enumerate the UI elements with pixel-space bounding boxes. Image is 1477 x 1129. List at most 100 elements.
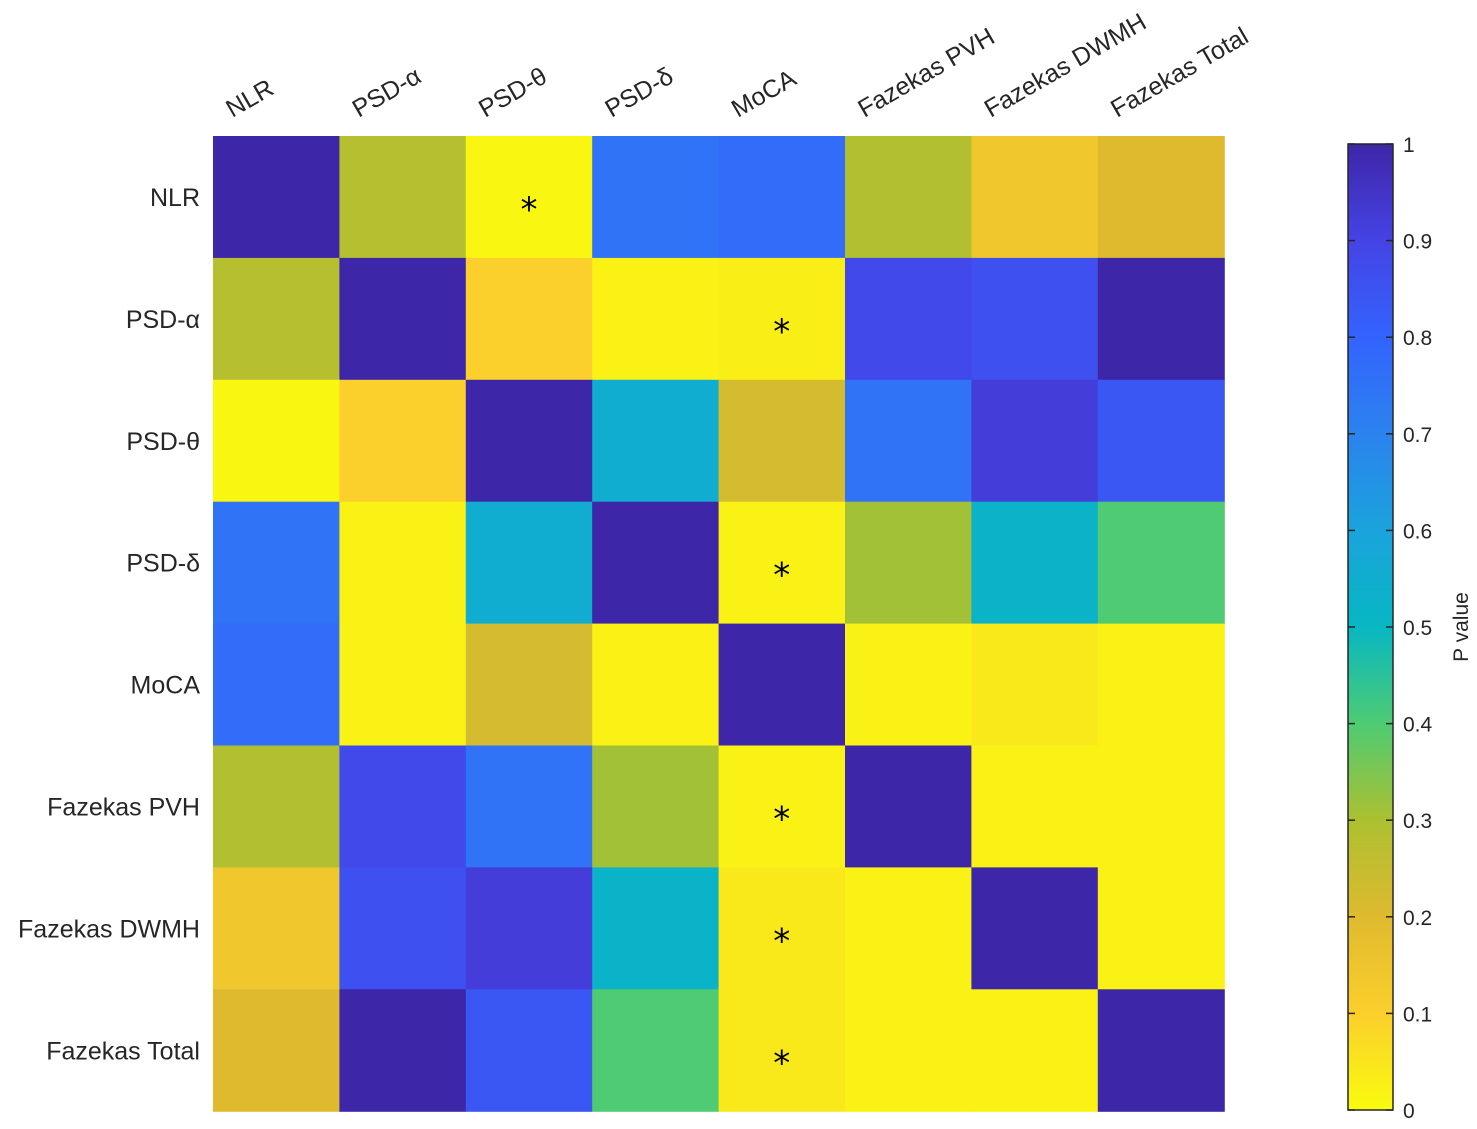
heatmap-cell-r7-c6 — [971, 989, 1099, 1112]
heatmap-cell-r3-c6 — [971, 501, 1099, 625]
significance-mark: * — [773, 1043, 790, 1083]
colorbar-tick-label: 0.6 — [1403, 520, 1432, 543]
heatmap-cell-r4-c2 — [465, 623, 593, 747]
x-tick-labels: NLR PSD-α PSD-θ PSD-δ MoCA Fazekas PVHFazekas… — [221, 8, 1253, 123]
y-tick-label: NLR — [150, 184, 200, 212]
heatmap-cell-r2-c3 — [592, 379, 720, 503]
heatmap-cell-r6-c1 — [339, 867, 467, 990]
colorbar: 0 0.1 0.2 0.3 0.4 0.5 0.6 0.7 0.8 0.9 1 P value — [1347, 134, 1473, 1123]
heatmap-cell-r5-c6 — [971, 745, 1099, 868]
y-tick-label: PSD-α — [126, 306, 200, 334]
heatmap-cell-r0-c7 — [1097, 136, 1225, 259]
heatmap-cell-r2-c0 — [213, 379, 340, 503]
y-tick-labels: NLR PSD-α PSD-θ PSD-δ MoCA Fazekas PVH Fazekas… — [18, 184, 200, 1065]
colorbar-gradient — [1347, 143, 1394, 1111]
heatmap-cell-r1-c4 — [718, 257, 846, 381]
heatmap-cell-r6-c2 — [465, 867, 593, 990]
heatmap-cell-r0-c0 — [213, 136, 340, 259]
heatmap-cell-r3-c4 — [718, 501, 846, 625]
heatmap-cell-r0-c1 — [339, 136, 467, 259]
colorbar-tick-label: 0.3 — [1403, 810, 1432, 833]
significance-mark: * — [773, 799, 790, 839]
heatmap-cell-r6-c6 — [971, 867, 1099, 990]
heatmap-cell-r3-c5 — [845, 501, 972, 625]
heatmap-cell-r6-c7 — [1097, 867, 1225, 990]
heatmap-cell-r0-c6 — [971, 136, 1099, 259]
heatmap-cell-r4-c3 — [592, 623, 720, 747]
heatmap-cell-r7-c1 — [339, 989, 467, 1112]
x-tick-label: PSD-α — [348, 62, 426, 123]
heatmap-cell-r5-c4 — [718, 745, 846, 868]
heatmap-cell-r7-c4 — [718, 989, 846, 1112]
heatmap-cell-r7-c7 — [1097, 989, 1225, 1112]
heatmap-cell-r3-c2 — [465, 501, 593, 625]
heatmap-cell-r1-c7 — [1097, 257, 1225, 381]
y-tick-label: PSD-θ — [126, 428, 200, 456]
heatmap-cell-r5-c5 — [845, 745, 972, 868]
heatmap-cell-r4-c6 — [971, 623, 1099, 747]
heatmap-cell-r5-c0 — [213, 745, 340, 868]
heatmap-cell-r2-c1 — [339, 379, 467, 503]
heatmap-cell-r1-c1 — [339, 257, 467, 381]
colorbar-tick-label: 0.4 — [1403, 714, 1433, 737]
heatmap-cell-r1-c0 — [213, 257, 340, 381]
heatmap-cell-r6-c4 — [718, 867, 846, 990]
heatmap-cell-r0-c5 — [845, 136, 972, 259]
colorbar-ticks: 0 0.1 0.2 0.3 0.4 0.5 0.6 0.7 0.8 0.9 1 — [1348, 134, 1433, 1123]
heatmap-cell-r4-c1 — [339, 623, 467, 747]
colorbar-tick-label: 0.9 — [1403, 231, 1432, 254]
heatmap-cell-r5-c1 — [339, 745, 467, 868]
significance-marks: * * * * * * — [521, 190, 791, 1083]
colorbar-tick-label: 0.8 — [1403, 327, 1432, 350]
heatmap-cell-r5-c7 — [1097, 745, 1225, 868]
colorbar-tick-label: 0.1 — [1403, 1003, 1432, 1026]
colorbar-label: P value — [1450, 592, 1473, 662]
heatmap-cell-r7-c2 — [465, 989, 593, 1112]
heatmap-cell-r4-c4 — [718, 623, 846, 747]
heatmap-cell-r2-c6 — [971, 379, 1099, 503]
y-tick-label: Fazekas PVH — [47, 793, 200, 821]
x-tick-label: PSD-δ — [600, 62, 678, 123]
heatmap-cell-r3-c7 — [1097, 501, 1225, 625]
x-tick-label: MoCA — [727, 64, 801, 123]
heatmap-cell-r6-c3 — [592, 867, 720, 990]
heatmap-cell-r3-c1 — [339, 501, 467, 625]
heatmap-cell-r2-c5 — [845, 379, 972, 503]
heatmap-cell-r1-c6 — [971, 257, 1099, 381]
colorbar-tick-label: 0.2 — [1403, 907, 1432, 930]
significance-mark: * — [521, 190, 538, 230]
heatmap-cell-r2-c2 — [465, 379, 593, 503]
colorbar-tick-label: 0 — [1403, 1100, 1415, 1123]
heatmap-cell-r3-c3 — [592, 501, 720, 625]
heatmap-cell-r0-c3 — [592, 136, 720, 259]
significance-mark: * — [773, 921, 790, 961]
x-tick-label: NLR — [221, 74, 278, 123]
y-tick-label: Fazekas DWMH — [18, 915, 200, 943]
colorbar-tick-label: 1 — [1403, 134, 1415, 157]
heatmap-cell-r2-c4 — [718, 379, 846, 503]
heatmap-cell-r7-c0 — [213, 989, 340, 1112]
heatmap-cell-r3-c0 — [213, 501, 340, 625]
heatmap-cell-r0-c2 — [465, 136, 593, 259]
heatmap-cell-r4-c0 — [213, 623, 340, 747]
heatmap-cell-r4-c5 — [845, 623, 972, 747]
heatmap-cell-r5-c3 — [592, 745, 720, 868]
heatmap-cell-r7-c5 — [845, 989, 972, 1112]
heatmap-cell-r5-c2 — [465, 745, 593, 868]
colorbar-tick-label: 0.7 — [1403, 424, 1432, 447]
heatmap-cell-r1-c5 — [845, 257, 972, 381]
heatmap-cell-r7-c3 — [592, 989, 720, 1112]
heatmap-cell-r1-c3 — [592, 257, 720, 381]
y-tick-label: MoCA — [131, 672, 201, 700]
y-tick-label: Fazekas Total — [46, 1037, 200, 1065]
x-tick-label: PSD-θ — [474, 62, 552, 123]
heatmap-cell-r6-c0 — [213, 867, 340, 990]
x-tick-label: Fazekas PVH — [853, 23, 999, 124]
significance-mark: * — [773, 556, 790, 596]
heatmap-cell-r1-c2 — [465, 257, 593, 381]
heatmap-cell-r0-c4 — [718, 136, 846, 259]
heatmap-cells — [213, 136, 1225, 1112]
heatmap-cell-r6-c5 — [845, 867, 972, 990]
significance-mark: * — [773, 312, 790, 352]
